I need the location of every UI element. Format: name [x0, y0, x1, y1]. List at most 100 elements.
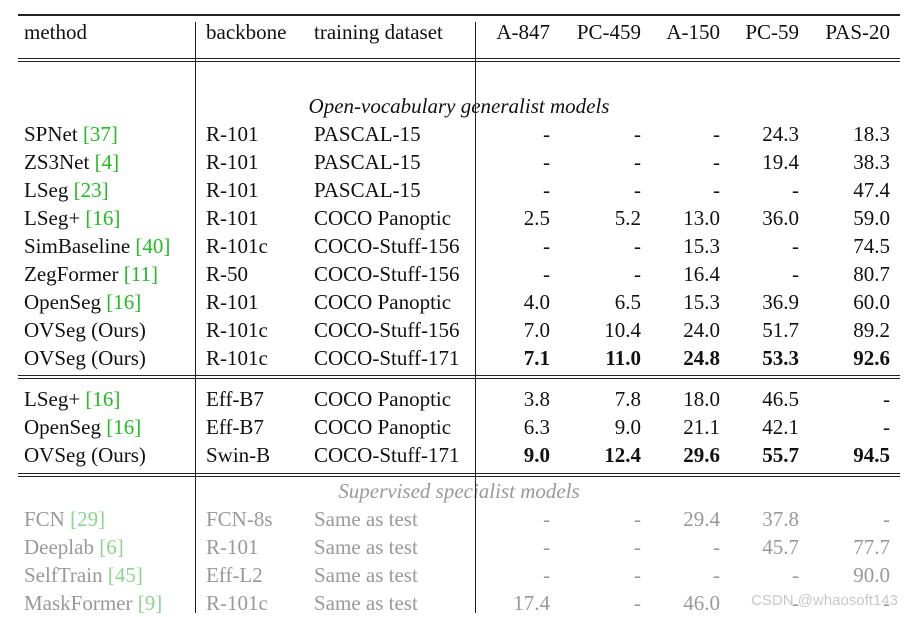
a150-cell: - — [713, 150, 720, 174]
pc459-cell: - — [634, 178, 641, 202]
method-cell: OVSeg (Ours) — [24, 344, 146, 372]
group-rule-3 — [18, 473, 900, 474]
pc59-cell: 51.7 — [762, 318, 799, 342]
citation-link[interactable]: [23] — [73, 178, 109, 202]
pc459-cell: - — [634, 507, 641, 531]
backbone-cell: R-50 — [206, 262, 248, 286]
a150-cell: 15.3 — [683, 234, 720, 258]
col-pc59: PC-59 — [745, 20, 799, 44]
backbone-cell: Swin-B — [206, 443, 271, 467]
a150-cell: 24.8 — [683, 346, 720, 370]
citation-link[interactable]: [37] — [82, 122, 118, 146]
pc59-cell: 37.8 — [762, 507, 799, 531]
pc59-cell: 45.7 — [762, 535, 799, 559]
method-cell: OVSeg (Ours) — [24, 316, 146, 344]
watermark: CSDN @whaosoft143 — [751, 592, 898, 609]
pc59-cell: 36.0 — [762, 206, 799, 230]
a150-cell: 29.6 — [683, 443, 720, 467]
a150-cell: 46.0 — [683, 591, 720, 615]
citation-link[interactable]: [6] — [99, 535, 124, 559]
method-name: MaskFormer — [24, 591, 133, 615]
citation-link[interactable]: [4] — [94, 150, 120, 174]
dataset-cell: COCO-Stuff-156 — [314, 262, 460, 286]
table-row: FCN [29] FCN-8s Same as test - - 29.4 37.8 - — [18, 505, 900, 533]
dataset-cell: Same as test — [314, 507, 418, 531]
method-name: LSeg — [24, 178, 69, 202]
method-cell: LSeg+ [16] — [24, 385, 120, 413]
a150-cell: - — [713, 122, 720, 146]
pc459-cell: 9.0 — [614, 415, 641, 439]
group-supervised: FCN [29] FCN-8s Same as test - -29.4 37.8- Dee… — [18, 505, 900, 617]
group-rule-2 — [18, 378, 900, 379]
method-cell: ZS3Net [4] — [24, 148, 119, 176]
pc59-cell: - — [792, 178, 799, 202]
a847-cell: - — [543, 563, 550, 587]
method-cell: Deeplab [6] — [24, 533, 124, 561]
citation-link[interactable]: [11] — [123, 262, 158, 286]
backbone-cell: Eff-B7 — [206, 415, 264, 439]
backbone-cell: R-101 — [206, 122, 259, 146]
a150-cell: - — [713, 178, 720, 202]
pc459-cell: - — [634, 591, 641, 615]
citation-link[interactable]: [16] — [106, 290, 142, 314]
a150-cell: - — [713, 563, 720, 587]
method-name: SelfTrain — [24, 563, 103, 587]
pc59-cell: 42.1 — [762, 415, 799, 439]
pas20-cell: 90.0 — [853, 563, 890, 587]
method-cell: OpenSeg [16] — [24, 413, 141, 441]
pc459-cell: 5.2 — [614, 206, 641, 230]
method-cell: ZegFormer [11] — [24, 260, 158, 288]
pc459-cell: 10.4 — [604, 318, 641, 342]
pc59-cell: - — [792, 234, 799, 258]
pas20-cell: 18.3 — [853, 122, 890, 146]
citation-link[interactable]: [45] — [107, 563, 143, 587]
table-row: LSeg+ [16] Eff-B7 COCO Panoptic 3.8 7.8 18.0 4… — [18, 385, 900, 413]
pc59-cell: 53.3 — [762, 346, 799, 370]
citation-link[interactable]: [29] — [70, 507, 106, 531]
pc59-cell: 24.3 — [762, 122, 799, 146]
col-dataset: training dataset — [314, 20, 443, 44]
pc459-cell: 6.5 — [614, 290, 641, 314]
table-row: LSeg+ [16] R-101 COCO Panoptic 2.5 5.2 13.0 36… — [18, 204, 900, 232]
citation-link[interactable]: [16] — [85, 387, 121, 411]
a847-cell: - — [543, 535, 550, 559]
a847-cell: 2.5 — [523, 206, 550, 230]
method-name: OVSeg (Ours) — [24, 443, 146, 467]
backbone-cell: FCN-8s — [206, 507, 273, 531]
method-name: SimBaseline — [24, 234, 131, 258]
a150-cell: 13.0 — [683, 206, 720, 230]
method-name: LSeg+ — [24, 387, 81, 411]
table-row: OpenSeg [16] R-101 COCO Panoptic 4.0 6.5 15.3… — [18, 288, 900, 316]
method-name: ZS3Net — [24, 150, 90, 174]
citation-link[interactable]: [40] — [135, 234, 171, 258]
dataset-cell: COCO Panoptic — [314, 415, 452, 439]
citation-link[interactable]: [16] — [85, 206, 121, 230]
dataset-cell: COCO-Stuff-156 — [314, 318, 460, 342]
backbone-cell: R-101 — [206, 535, 259, 559]
method-cell: SelfTrain [45] — [24, 561, 143, 589]
backbone-cell: R-101c — [206, 318, 268, 342]
citation-link[interactable]: [9] — [137, 591, 163, 615]
backbone-cell: Eff-B7 — [206, 387, 264, 411]
a150-cell: 21.1 — [683, 415, 720, 439]
pc459-cell: - — [634, 563, 641, 587]
dataset-cell: PASCAL-15 — [314, 122, 421, 146]
dataset-cell: COCO Panoptic — [314, 290, 452, 314]
pas20-cell: 60.0 — [853, 290, 890, 314]
section-open-vocab: Open-vocabulary generalist models — [308, 94, 610, 118]
col-pas20: PAS-20 — [825, 20, 890, 44]
pas20-cell: - — [883, 387, 890, 411]
a847-cell: 7.1 — [523, 346, 550, 370]
backbone-cell: R-101 — [206, 150, 259, 174]
dataset-cell: Same as test — [314, 535, 418, 559]
column-separator-dataset — [475, 22, 476, 613]
group-rule-4 — [18, 476, 900, 477]
pc459-cell: 11.0 — [605, 346, 641, 370]
header-row: method backbone training dataset A-847 P… — [18, 18, 900, 46]
method-name: OpenSeg — [24, 290, 101, 314]
pas20-cell: 38.3 — [853, 150, 890, 174]
citation-link[interactable]: [16] — [106, 415, 142, 439]
dataset-cell: Same as test — [314, 563, 418, 587]
pc459-cell: 7.8 — [614, 387, 641, 411]
dataset-cell: COCO Panoptic — [314, 387, 452, 411]
